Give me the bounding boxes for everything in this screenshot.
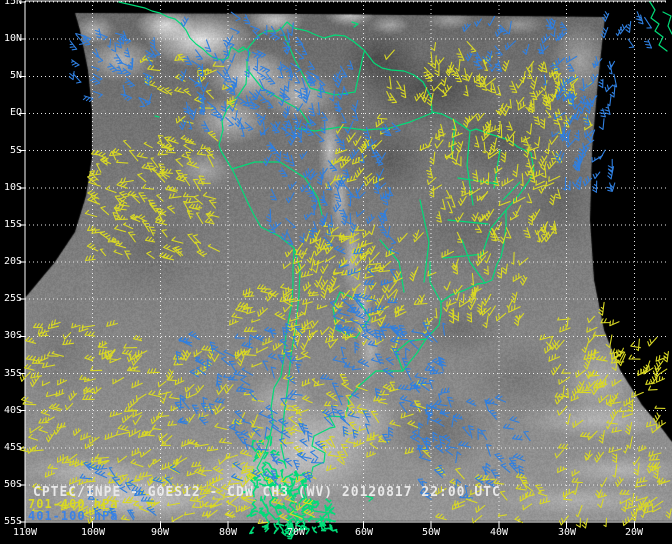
- wind-barbs-mid-level: [539, 301, 626, 416]
- lat-label-15s: 15S: [3, 219, 22, 230]
- lat-label-15n: 15N: [3, 0, 22, 7]
- lat-label-40s: 40S: [3, 405, 22, 416]
- lat-label-55s: 55S: [3, 516, 22, 527]
- wind-barbs-high-level: [174, 322, 303, 441]
- wind-barbs-mid-level: [384, 41, 477, 107]
- wind-barbs-mid-level: [280, 374, 431, 472]
- lon-label-70w: 70W: [286, 527, 306, 538]
- lat-label-30s: 30S: [3, 330, 22, 341]
- wind-barbs-high-level: [600, 11, 653, 49]
- wind-barbs-high-level: [68, 28, 161, 108]
- product-title: CPTEC/INPE - GOES12 - CDW CH3 (WV) 20120…: [33, 485, 501, 500]
- wind-barbs-mid-level: [84, 130, 220, 262]
- lon-label-30w: 30W: [557, 527, 577, 538]
- wind-barbs-high-level: [320, 320, 451, 451]
- lat-label-45s: 45S: [3, 442, 22, 453]
- lon-label-90w: 90W: [150, 527, 170, 538]
- lon-label-20w: 20W: [624, 527, 644, 538]
- lat-label-50s: 50S: [3, 479, 22, 490]
- wind-barbs-mid-level: [279, 221, 430, 353]
- legend-high-level-label: 401-100 hPa: [28, 509, 119, 523]
- lon-label-50w: 50W: [421, 527, 441, 538]
- wind-barbs-high-level: [417, 393, 531, 500]
- wind-barbs-mid-level: [189, 466, 317, 525]
- lat-label-10n: 10N: [3, 33, 22, 44]
- lat-label-5s: 5S: [9, 145, 22, 156]
- lat-label-25s: 25S: [3, 293, 22, 304]
- lon-label-40w: 40W: [489, 527, 509, 538]
- wind-barbs-high-level: [259, 120, 401, 247]
- wind-barbs-mid-level: [19, 319, 144, 470]
- wind-barbs-high-level: [330, 245, 400, 341]
- wind-barbs-high-level: [230, 423, 326, 486]
- wind-barbs-mid-level: [608, 353, 672, 527]
- wind-barbs-mid-level: [424, 249, 529, 329]
- lat-label-20s: 20S: [3, 256, 22, 267]
- wind-barbs-mid-level: [325, 113, 390, 189]
- wind-barbs-high-level: [462, 15, 575, 86]
- wind-barbs-mid-level: [419, 118, 563, 244]
- wind-barbs-mid-level: [127, 345, 266, 468]
- lat-label-10s: 10S: [3, 182, 22, 193]
- lon-label-80w: 80W: [218, 527, 238, 538]
- lon-label-100w: 100W: [80, 527, 106, 538]
- lon-label-60w: 60W: [354, 527, 374, 538]
- wind-barbs-mid-level: [554, 334, 669, 529]
- axis-ticks: [19, 1, 635, 528]
- wind-barbs-high-level: [79, 461, 181, 521]
- coastlines-and-borders: [118, 1, 672, 520]
- wind-barbs-mid-level: [463, 55, 593, 139]
- lat-label-eq: EQ: [9, 107, 22, 118]
- dense-fjord-coastline: [242, 434, 339, 540]
- lon-label-110w: 110W: [12, 527, 38, 538]
- wind-barbs-high-level: [295, 60, 359, 125]
- wind-barbs-mid-level: [229, 283, 313, 361]
- wind-barbs-high-level: [551, 55, 618, 193]
- wind-barbs-high-level: [178, 11, 320, 137]
- lat-label-35s: 35S: [3, 368, 22, 379]
- lat-label-5n: 5N: [9, 70, 22, 81]
- wind-barbs-mid-level: [515, 60, 579, 129]
- legend-mid-level-label: 701-400 hPa: [28, 497, 119, 511]
